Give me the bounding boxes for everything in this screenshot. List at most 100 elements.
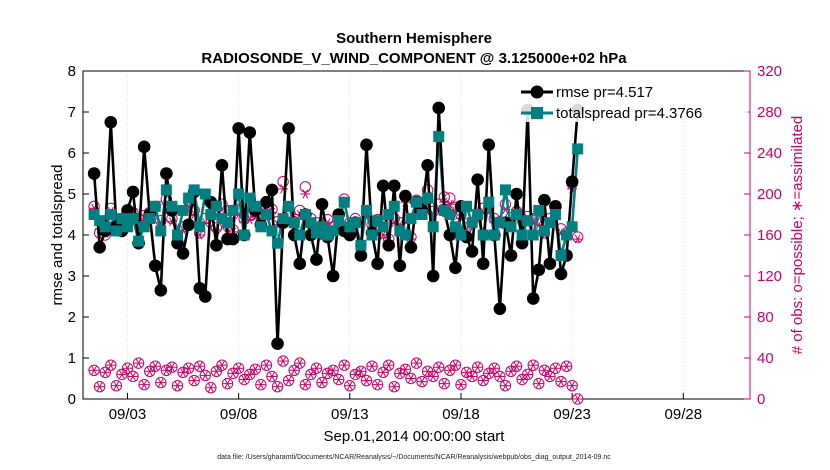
rmse-point xyxy=(271,337,284,350)
x-tick-label: 09/18 xyxy=(442,406,480,423)
possible-obs-low-point xyxy=(110,379,123,392)
spread-point xyxy=(466,217,478,229)
possible-obs-low-point xyxy=(332,373,345,386)
assimilated-obs-low-point-stroke xyxy=(419,376,425,387)
assimilated-obs-low-point xyxy=(439,379,450,389)
assimilated-obs-low-point-stroke xyxy=(207,383,214,393)
spread-point xyxy=(294,229,306,241)
x-tick-label: 09/03 xyxy=(109,406,147,423)
assimilated-obs-low-point-stroke xyxy=(302,380,309,390)
assimilated-obs-low-point-stroke xyxy=(91,365,98,375)
assimilated-obs-low-point xyxy=(405,373,416,384)
y-right-tick-label: 80 xyxy=(757,309,774,326)
possible-obs-low-point xyxy=(371,378,384,391)
assimilated-obs-low-point xyxy=(100,367,111,377)
assimilated-obs-low-point xyxy=(139,380,150,390)
possible-obs-low-point xyxy=(171,379,184,392)
rmse-point xyxy=(198,290,212,303)
assimilated-obs-low-point xyxy=(172,381,183,391)
spread-point xyxy=(344,221,356,233)
spread-point xyxy=(255,221,267,233)
spread-point xyxy=(149,200,161,212)
spread-point xyxy=(572,143,584,155)
rmse-point xyxy=(293,257,307,271)
assimilated-obs-low-point xyxy=(128,371,139,382)
spread-point xyxy=(155,225,167,237)
assimilated-obs-low-point xyxy=(528,360,539,370)
assimilated-obs-low-point-stroke xyxy=(135,358,142,368)
assimilated-obs-low-point xyxy=(378,367,389,377)
rmse-point xyxy=(182,218,195,232)
assimilated-obs-low-point-stroke xyxy=(296,358,303,368)
spread-point xyxy=(511,209,523,220)
rmse-point xyxy=(160,167,173,180)
x-tick-label: 09/23 xyxy=(553,406,591,423)
possible-obs-low-point xyxy=(182,362,195,374)
y-right-tick-label: 40 xyxy=(757,350,774,367)
assimilated-obs-low-point-stroke xyxy=(191,375,198,386)
spread-point xyxy=(355,239,367,251)
possible-obs-low-point xyxy=(349,368,362,381)
rmse-point xyxy=(565,175,579,188)
assimilated-obs-low-point-stroke xyxy=(441,379,448,389)
spread-point xyxy=(205,209,217,220)
assimilated-obs-low-point-stroke xyxy=(491,363,498,373)
legend-spread-marker xyxy=(531,107,543,119)
assimilated-obs-low-point-stroke xyxy=(452,360,459,370)
rmse-point xyxy=(526,292,540,305)
possible-obs-low-point xyxy=(221,377,234,390)
spread-point xyxy=(366,229,378,241)
spread-point xyxy=(94,215,106,227)
y-right-tick-label: 240 xyxy=(757,145,782,162)
assimilated-obs-point xyxy=(572,234,583,244)
rmse-point xyxy=(471,173,484,186)
spread-point xyxy=(305,217,317,229)
assimilated-obs-low-point xyxy=(317,378,328,388)
rmse-point xyxy=(226,232,240,246)
assimilated-obs-low-point-stroke xyxy=(257,380,264,390)
assimilated-obs-low-point xyxy=(389,382,400,392)
y-left-tick-label: 7 xyxy=(68,104,76,121)
spread-point xyxy=(260,209,272,220)
assimilated-obs-low-point-stroke xyxy=(335,374,342,385)
rmse-point xyxy=(137,140,151,154)
spread-point xyxy=(427,221,439,233)
spread-point xyxy=(121,221,133,233)
assimilated-obs-low-point-stroke xyxy=(446,365,453,375)
rmse-point xyxy=(104,115,118,129)
y-left-tick-label: 3 xyxy=(68,268,76,285)
y-left-tick-label: 8 xyxy=(68,63,76,80)
assimilated-obs-low-point xyxy=(155,378,166,388)
assimilated-obs-low-point-stroke xyxy=(102,367,109,377)
assimilated-obs-low-point-stroke xyxy=(519,374,526,385)
assimilated-obs-low-point-stroke xyxy=(241,374,248,385)
rmse-point xyxy=(315,197,329,211)
assimilated-obs-low-point-stroke xyxy=(508,366,514,376)
assimilated-obs-low-point-stroke xyxy=(246,369,253,379)
possible-obs-low-point xyxy=(533,377,545,390)
rmse-point xyxy=(532,263,546,277)
legend: rmse pr=4.517 totalspread pr=4.3766 xyxy=(518,74,748,122)
assimilated-obs-low-point-stroke xyxy=(424,366,431,376)
assimilated-obs-low-point-stroke xyxy=(269,371,275,382)
spread-point xyxy=(377,221,389,233)
spread-point xyxy=(388,200,400,212)
spread-point xyxy=(249,200,261,212)
spread-point xyxy=(533,204,545,216)
rmse-point xyxy=(482,138,496,152)
assimilated-obs-low-point-stroke xyxy=(396,368,403,378)
spread-point xyxy=(127,213,139,225)
spread-point xyxy=(566,221,578,233)
assimilated-obs-low-point xyxy=(572,394,583,404)
assimilated-obs-low-point-stroke xyxy=(502,381,509,391)
assimilated-obs-low-point-stroke xyxy=(569,381,576,391)
assimilated-obs-low-point-stroke xyxy=(180,367,186,377)
rmse-point xyxy=(260,195,273,209)
assimilated-obs-low-point-stroke xyxy=(385,360,392,370)
assimilated-obs-low-point-stroke xyxy=(480,375,487,386)
assimilated-obs-low-point-stroke xyxy=(169,362,175,372)
possible-obs-low-point xyxy=(321,367,334,380)
possible-obs-low-point xyxy=(521,368,534,381)
assimilated-obs-low-point-stroke xyxy=(430,371,437,382)
possible-obs-low-point xyxy=(555,375,567,388)
